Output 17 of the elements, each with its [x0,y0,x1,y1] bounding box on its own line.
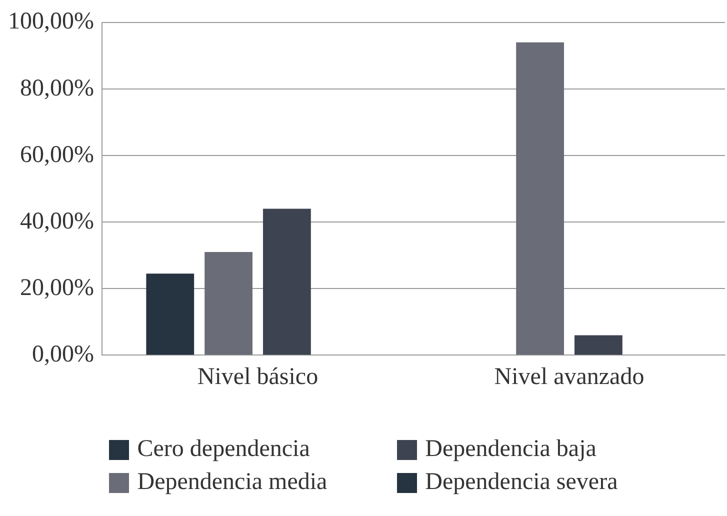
y-tick-label: 100,00% [8,8,94,35]
y-tick-label: 0,00% [32,341,94,368]
bar [516,42,564,355]
bar [263,208,311,355]
x-tick-label: Nivel básico [197,364,318,390]
legend-label: Cero dependencia [137,436,310,463]
bar [146,274,194,355]
bar [574,335,622,355]
y-tick-label: 20,00% [20,274,94,301]
legend-label: Dependencia baja [425,436,596,463]
legend-label: Dependencia media [137,469,328,496]
x-tick-label: Nivel avanzado [494,364,644,390]
bar [204,252,252,355]
y-tick-label: 40,00% [20,208,94,234]
y-tick-label: 60,00% [20,142,94,168]
legend-label: Dependencia severa [425,469,618,496]
y-tick-label: 80,00% [20,75,94,102]
